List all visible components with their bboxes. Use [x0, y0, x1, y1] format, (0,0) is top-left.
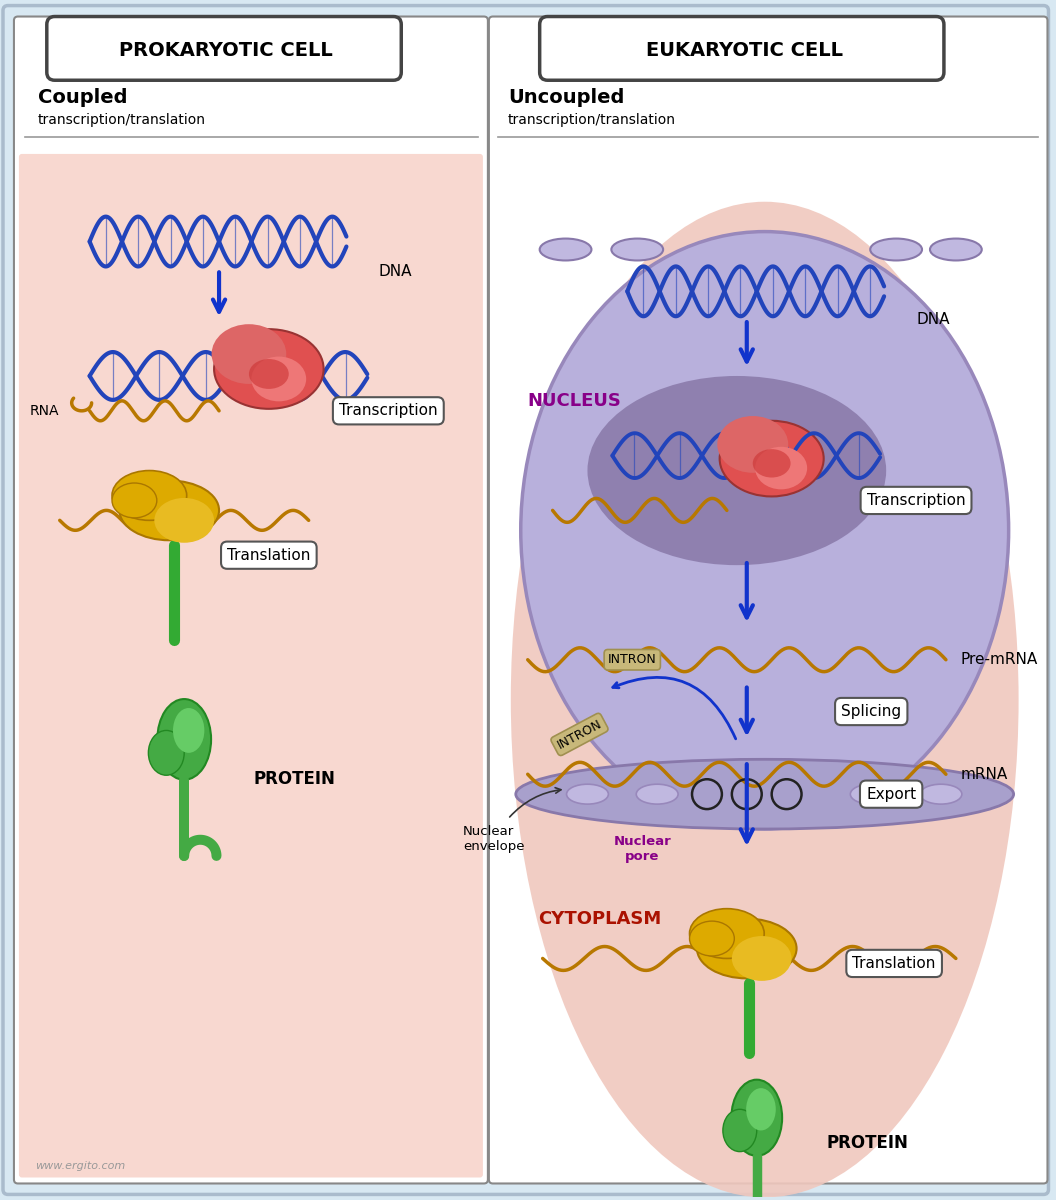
Ellipse shape	[717, 416, 788, 473]
Ellipse shape	[112, 484, 157, 518]
Ellipse shape	[214, 329, 323, 409]
Ellipse shape	[515, 760, 1014, 829]
Text: Transcription: Transcription	[339, 403, 437, 419]
Ellipse shape	[540, 239, 591, 260]
Text: Translation: Translation	[227, 547, 310, 563]
FancyBboxPatch shape	[46, 17, 401, 80]
Text: DNA: DNA	[378, 264, 412, 278]
Ellipse shape	[148, 731, 184, 775]
Ellipse shape	[930, 239, 982, 260]
Text: EUKARYOTIC CELL: EUKARYOTIC CELL	[646, 41, 844, 60]
FancyBboxPatch shape	[14, 17, 488, 1183]
Text: NUCLEUS: NUCLEUS	[528, 392, 622, 410]
Text: transcription/translation: transcription/translation	[38, 113, 206, 127]
Ellipse shape	[251, 356, 306, 401]
Text: Splicing: Splicing	[842, 704, 902, 719]
Ellipse shape	[732, 1080, 782, 1156]
Ellipse shape	[587, 376, 886, 565]
Ellipse shape	[719, 421, 824, 497]
Ellipse shape	[850, 785, 892, 804]
Text: Nuclear
envelope: Nuclear envelope	[463, 824, 525, 853]
Ellipse shape	[753, 449, 791, 478]
Ellipse shape	[173, 708, 205, 752]
Text: INTRON: INTRON	[608, 653, 657, 666]
Text: Pre-mRNA: Pre-mRNA	[961, 653, 1038, 667]
Text: Translation: Translation	[852, 956, 936, 971]
Text: PROKARYOTIC CELL: PROKARYOTIC CELL	[119, 41, 333, 60]
Ellipse shape	[611, 239, 663, 260]
Text: DNA: DNA	[916, 312, 949, 326]
Ellipse shape	[157, 700, 211, 780]
Ellipse shape	[112, 470, 187, 521]
Ellipse shape	[723, 1109, 757, 1152]
Text: PROTEIN: PROTEIN	[827, 1134, 908, 1152]
FancyBboxPatch shape	[19, 154, 483, 1177]
Ellipse shape	[920, 785, 962, 804]
Ellipse shape	[697, 919, 796, 978]
Ellipse shape	[119, 480, 219, 540]
Text: www.ergito.com: www.ergito.com	[35, 1160, 125, 1170]
Text: Uncoupled: Uncoupled	[508, 88, 624, 107]
Ellipse shape	[690, 908, 765, 959]
Text: Coupled: Coupled	[38, 88, 128, 107]
FancyBboxPatch shape	[489, 17, 1048, 1183]
Text: transcription/translation: transcription/translation	[508, 113, 676, 127]
Text: PROTEIN: PROTEIN	[253, 770, 336, 788]
Ellipse shape	[747, 1088, 776, 1130]
Text: Transcription: Transcription	[867, 493, 965, 508]
Text: CYTOPLASM: CYTOPLASM	[538, 910, 661, 928]
Ellipse shape	[249, 359, 288, 389]
Text: RNA: RNA	[30, 404, 59, 418]
Ellipse shape	[732, 936, 792, 980]
Ellipse shape	[211, 324, 286, 384]
Text: Nuclear
pore: Nuclear pore	[614, 835, 672, 863]
Ellipse shape	[870, 239, 922, 260]
FancyBboxPatch shape	[3, 6, 1049, 1194]
FancyBboxPatch shape	[540, 17, 944, 80]
Ellipse shape	[511, 202, 1019, 1198]
Ellipse shape	[521, 232, 1008, 829]
Ellipse shape	[690, 922, 734, 956]
Text: mRNA: mRNA	[961, 767, 1008, 781]
Text: INTRON: INTRON	[554, 718, 604, 751]
Ellipse shape	[154, 498, 214, 542]
Ellipse shape	[755, 446, 807, 490]
Ellipse shape	[567, 785, 608, 804]
Text: Export: Export	[866, 787, 917, 802]
Ellipse shape	[637, 785, 678, 804]
